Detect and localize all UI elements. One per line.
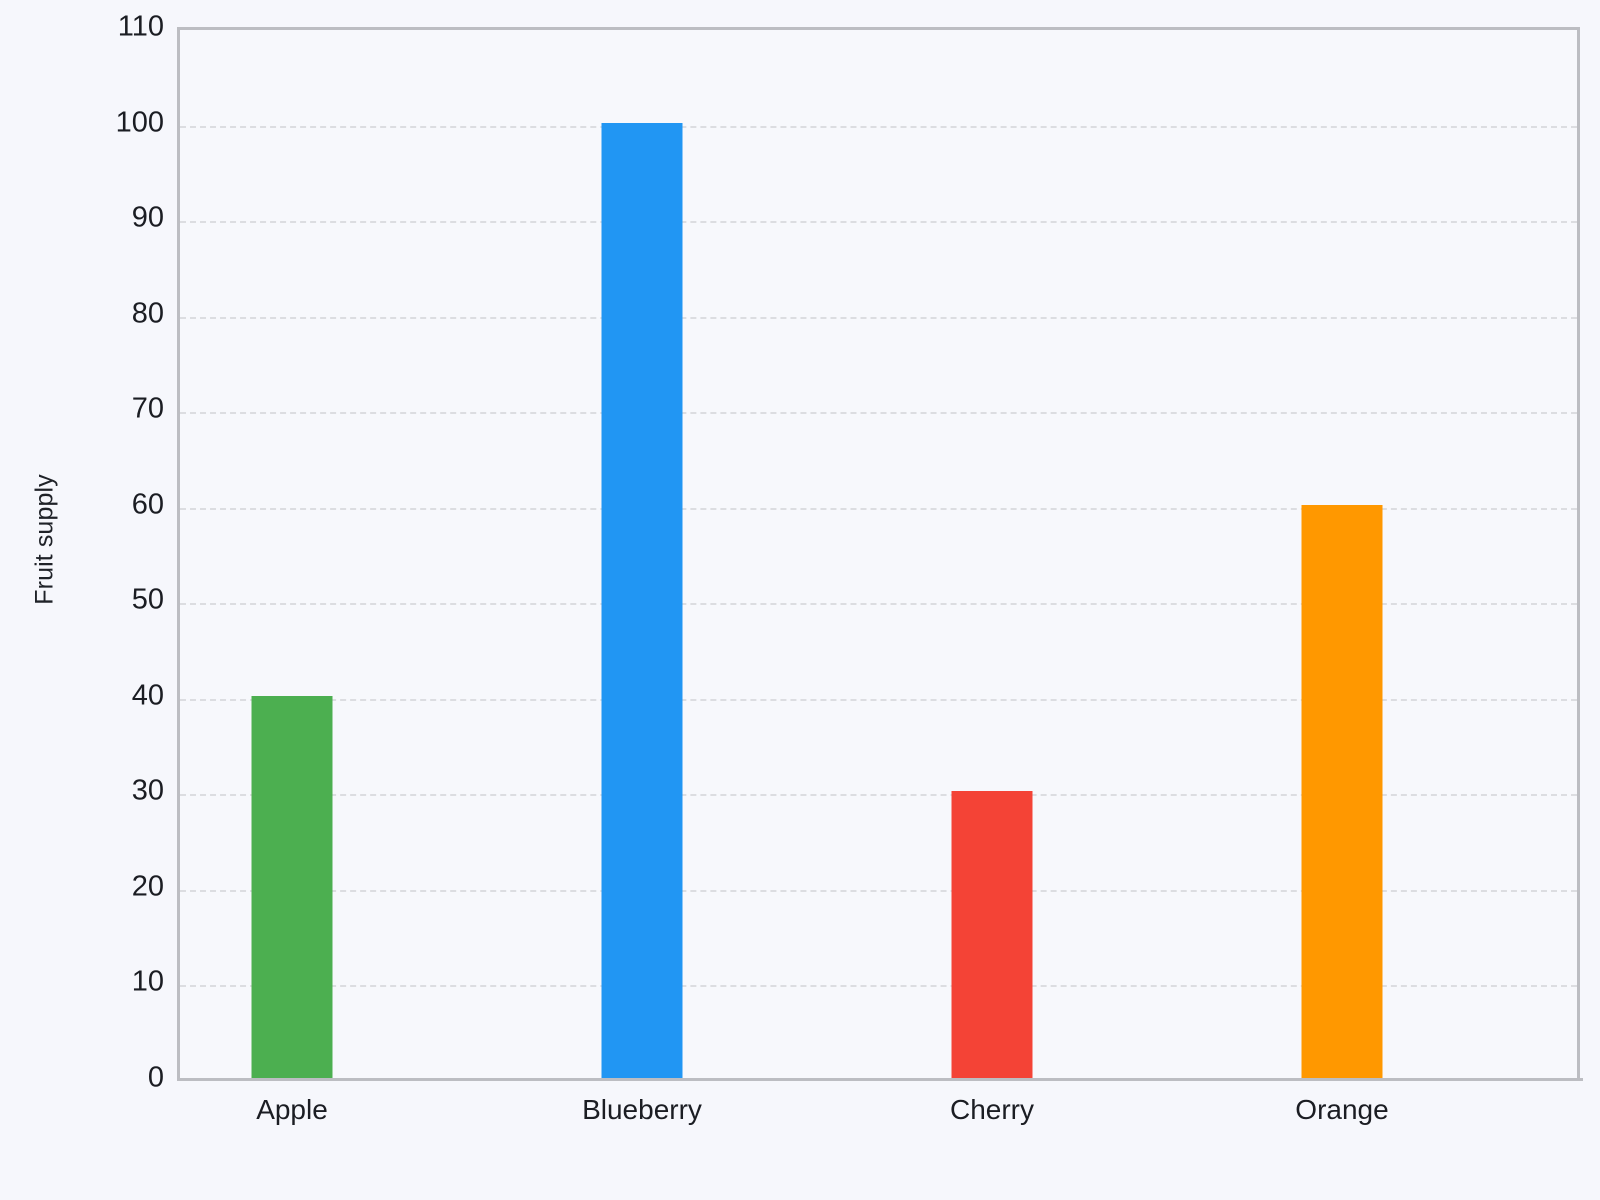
y-axis-tick-label: 60 (131, 488, 164, 521)
bar[interactable] (951, 791, 1033, 1078)
gridline (180, 698, 1577, 701)
y-axis-tick-label: 0 (147, 1061, 164, 1094)
bar[interactable] (1301, 504, 1383, 1078)
gridline (180, 125, 1577, 128)
y-axis-tick-label: 40 (131, 679, 164, 712)
y-axis-tick-labels: 0 10 20 30 40 50 60 70 80 90 100 110 (96, 11, 164, 1094)
y-axis-line (177, 27, 180, 1081)
gridline (180, 794, 1577, 797)
y-axis-tick-label: 100 (115, 106, 164, 139)
gridline (180, 507, 1577, 510)
y-axis-tick-label: 80 (131, 297, 164, 330)
x-axis-tick-labels: Apple Blueberry Cherry Orange (180, 1094, 1580, 1144)
y-axis-tick-label: 70 (131, 392, 164, 425)
y-axis-tick-label: 30 (131, 774, 164, 807)
gridline (180, 221, 1577, 224)
y-axis-tick-label: 20 (131, 870, 164, 903)
gridline (180, 412, 1577, 415)
gridline (180, 985, 1577, 988)
bar[interactable] (601, 122, 683, 1078)
gridline (180, 889, 1577, 892)
y-axis-title: Fruit supply (0, 0, 110, 1078)
gridline (180, 603, 1577, 606)
gridline (180, 316, 1577, 319)
x-axis-tick-label: Apple (256, 1094, 328, 1125)
y-axis-tick-label: 50 (131, 583, 164, 616)
x-axis-tick-label: Blueberry (582, 1094, 702, 1125)
y-axis-tick-label: 10 (131, 965, 164, 998)
x-axis-tick-label: Orange (1295, 1094, 1389, 1125)
x-axis-line (177, 1078, 1583, 1081)
y-axis-tick-label: 110 (117, 10, 164, 43)
y-axis-tick-label: 90 (131, 201, 164, 234)
bar[interactable] (251, 695, 333, 1078)
plot-area (180, 27, 1580, 1078)
x-axis-tick-label: Cherry (949, 1094, 1035, 1125)
y-axis-title-text: Fruit supply (30, 473, 59, 605)
